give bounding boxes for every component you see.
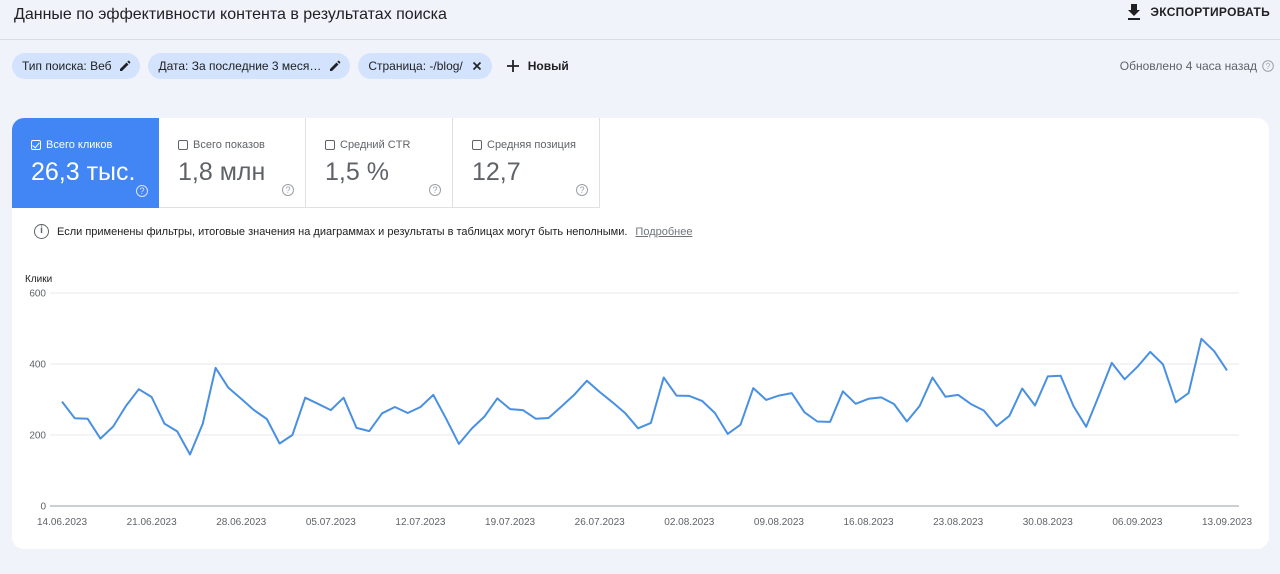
help-icon[interactable]: ? <box>1262 60 1274 72</box>
metric-label: Всего показов <box>178 139 265 151</box>
chip-label: Тип поиска: Веб <box>22 59 112 73</box>
clicks-chart: Клики 0 200 400 600 14.06.2023 21.06.2023 28.06… <box>12 268 1269 549</box>
download-icon <box>1128 4 1141 20</box>
metric-total-clicks[interactable]: Всего кликов 26,3 тыс. ? <box>12 118 159 208</box>
close-icon[interactable] <box>471 60 483 72</box>
metric-value: 26,3 тыс. <box>31 158 136 186</box>
filter-notice: i Если применены фильтры, итоговые значе… <box>34 224 692 239</box>
y-tick-label: 200 <box>29 431 46 442</box>
metric-label: Средняя позиция <box>472 139 576 151</box>
chip-label: Страница: -/blog/ <box>368 59 463 73</box>
help-icon[interactable]: ? <box>282 184 294 196</box>
x-tick-label: 16.08.2023 <box>844 517 894 528</box>
x-tick-label: 09.08.2023 <box>754 517 804 528</box>
metric-label: Всего кликов <box>31 139 112 151</box>
info-icon: i <box>34 224 49 239</box>
checkbox-icon[interactable] <box>472 140 482 150</box>
x-tick-label: 23.08.2023 <box>933 517 983 528</box>
chart-svg: Клики 0 200 400 600 14.06.2023 21.06.2023 28.06… <box>25 274 1252 528</box>
metric-value: 1,5 % <box>325 158 389 186</box>
svg-text:?: ? <box>1266 62 1271 71</box>
updated-text: Обновлено 4 часа назад <box>1119 59 1257 73</box>
filter-bar: Тип поиска: Веб Дата: За последние 3 мес… <box>12 53 569 79</box>
export-label: ЭКСПОРТИРОВАТЬ <box>1150 5 1270 19</box>
x-tick-label: 28.06.2023 <box>216 517 266 528</box>
checkbox-checked-icon[interactable] <box>31 140 41 150</box>
page-title: Данные по эффективности контента в резул… <box>14 6 447 23</box>
x-tick-label: 05.07.2023 <box>306 517 356 528</box>
x-tick-label: 19.07.2023 <box>485 517 535 528</box>
updated-status: Обновлено 4 часа назад ? <box>1120 59 1274 73</box>
checkbox-icon[interactable] <box>178 140 188 150</box>
new-filter-button[interactable]: Новый <box>506 59 569 73</box>
y-tick-label: 400 <box>29 360 46 371</box>
chip-label: Дата: За последние 3 меся… <box>158 59 322 73</box>
edit-icon[interactable] <box>119 60 131 72</box>
y-tick-label: 600 <box>29 289 46 300</box>
metric-tabs: Всего кликов 26,3 тыс. ? Всего показов 1… <box>12 118 600 208</box>
filter-chip-date[interactable]: Дата: За последние 3 меся… <box>148 53 351 79</box>
metric-label: Средний CTR <box>325 139 410 151</box>
x-tick-label: 06.09.2023 <box>1112 517 1162 528</box>
metric-average-position[interactable]: Средняя позиция 12,7 ? <box>453 118 600 208</box>
edit-icon[interactable] <box>329 60 341 72</box>
plus-icon <box>506 60 519 72</box>
metric-average-ctr[interactable]: Средний CTR 1,5 % ? <box>306 118 453 208</box>
help-icon[interactable]: ? <box>136 185 148 197</box>
x-tick-label: 30.08.2023 <box>1023 517 1073 528</box>
filter-chip-page[interactable]: Страница: -/blog/ <box>358 53 492 79</box>
x-tick-label: 14.06.2023 <box>37 517 87 528</box>
notice-text: Если применены фильтры, итоговые значени… <box>57 225 628 238</box>
x-tick-label: 26.07.2023 <box>575 517 625 528</box>
performance-card: Всего кликов 26,3 тыс. ? Всего показов 1… <box>12 118 1269 549</box>
new-filter-label: Новый <box>527 59 569 73</box>
help-icon[interactable]: ? <box>429 184 441 196</box>
y-tick-label: 0 <box>40 502 46 513</box>
metric-value: 12,7 <box>472 158 521 186</box>
series-line-clicks <box>61 337 1228 456</box>
metric-total-impressions[interactable]: Всего показов 1,8 млн ? <box>159 118 306 208</box>
filter-chip-search-type[interactable]: Тип поиска: Веб <box>12 53 141 79</box>
checkbox-icon[interactable] <box>325 140 335 150</box>
help-icon[interactable]: ? <box>576 184 588 196</box>
x-tick-label: 13.09.2023 <box>1202 517 1252 528</box>
x-tick-label: 21.06.2023 <box>127 517 177 528</box>
metric-value: 1,8 млн <box>178 158 266 186</box>
x-tick-label: 12.07.2023 <box>395 517 445 528</box>
header: Данные по эффективности контента в резул… <box>0 0 1280 40</box>
x-tick-label: 02.08.2023 <box>664 517 714 528</box>
export-button[interactable]: ЭКСПОРТИРОВАТЬ <box>1126 4 1270 20</box>
learn-more-link[interactable]: Подробнее <box>635 225 693 238</box>
y-axis-label: Клики <box>25 274 52 285</box>
